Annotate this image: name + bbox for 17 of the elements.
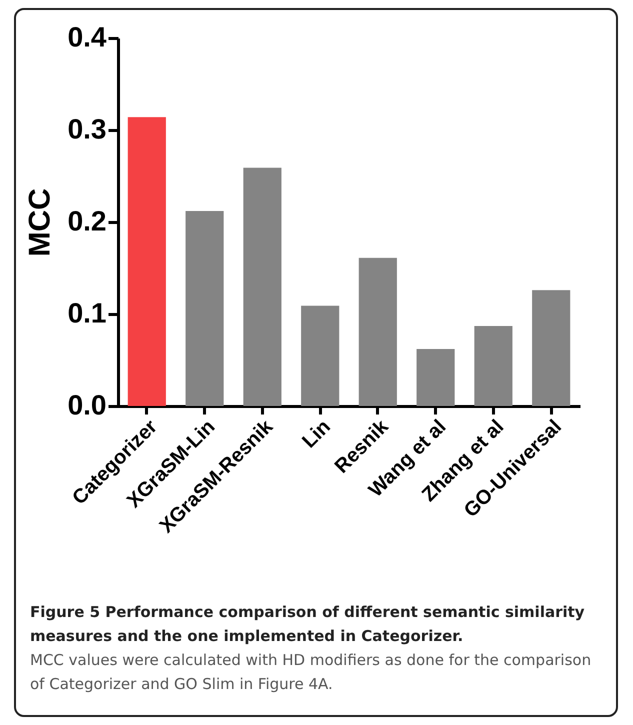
y-axis-title: MCC — [24, 188, 57, 257]
y-tick-label: 0.0 — [68, 390, 106, 420]
text: MCC values were calculated with HD modifiers as done for the comparison of Categorizer and GO Slim in Figure 4A. — [30, 651, 592, 693]
bar — [186, 210, 224, 406]
y-tick-label: 0.1 — [68, 298, 106, 328]
y-tick-label: 0.4 — [68, 22, 107, 52]
y-tick-label: 0.2 — [68, 206, 106, 236]
bar — [128, 117, 166, 406]
bar — [474, 326, 512, 406]
bar — [301, 306, 340, 406]
text: Figure 5 Performance comparison of different semantic similarity measures and the one implemented in Categorizer. — [30, 603, 585, 645]
bar — [358, 258, 397, 406]
x-tick-label: Lin — [298, 416, 335, 453]
bar — [243, 168, 282, 406]
bar — [416, 348, 455, 406]
y-tick-label: 0.3 — [68, 114, 106, 144]
bar — [532, 290, 570, 406]
